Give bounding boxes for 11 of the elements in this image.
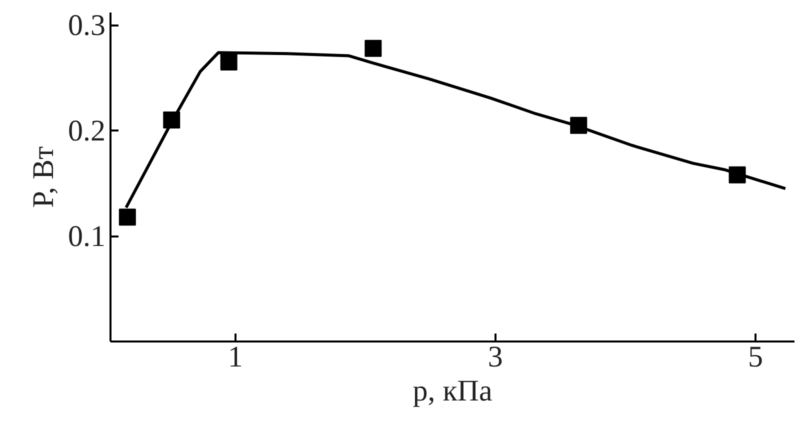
point	[220, 54, 238, 71]
y-axis-title: P, Вт	[27, 146, 60, 208]
point	[364, 40, 382, 57]
point	[118, 208, 136, 226]
x-axis-title: p, кПа	[412, 374, 492, 408]
x-tick-label: 1	[228, 340, 243, 374]
x-tick-label: 3	[488, 340, 503, 374]
y-tick-label: 0.2	[68, 114, 106, 148]
x-tick-label: 5	[748, 340, 763, 374]
y-tick-label: 0.1	[68, 220, 106, 254]
y-tick-label: 0.3	[68, 9, 106, 42]
